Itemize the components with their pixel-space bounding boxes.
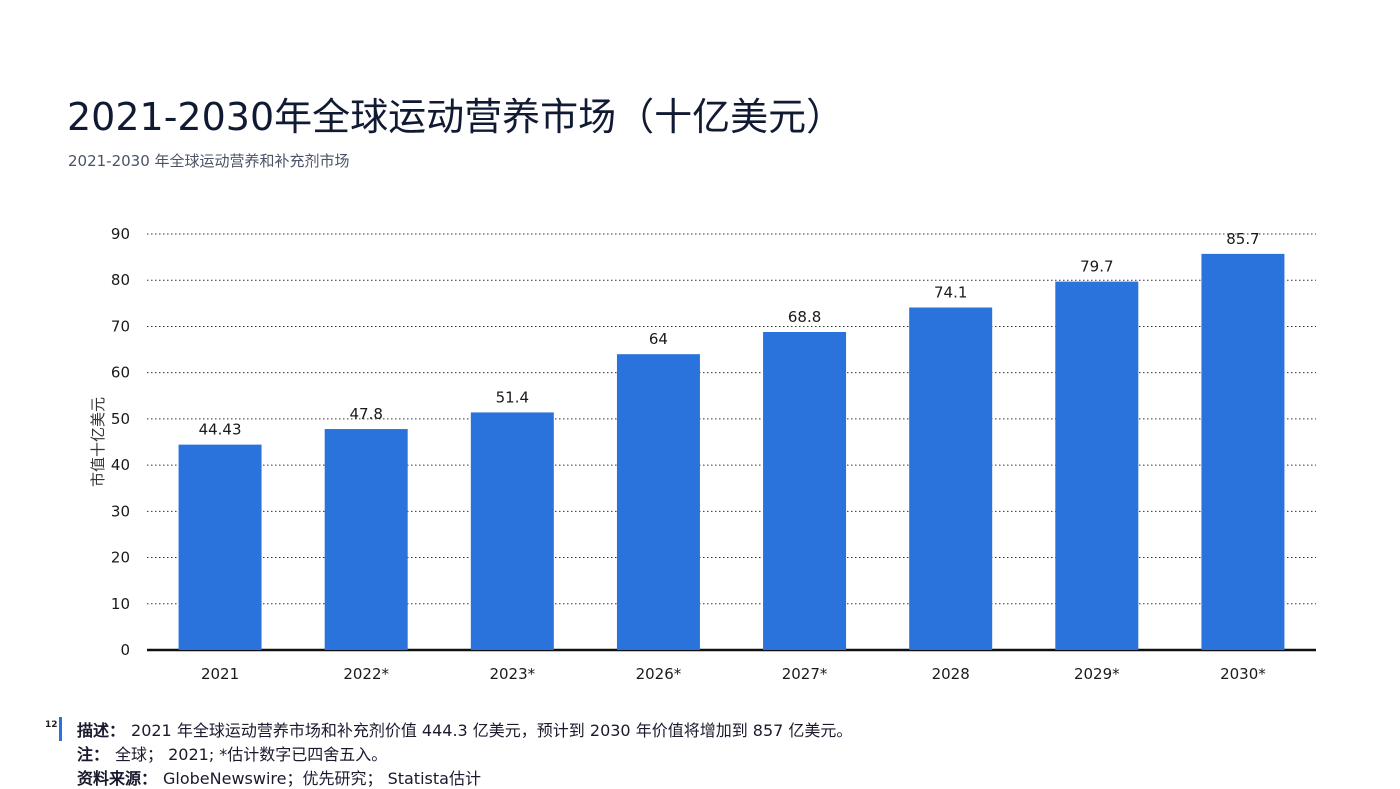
x-tick-label: 2021: [201, 665, 239, 683]
data-labels: 44.43 47.8 51.4 64 68.8 74.1 79.7 85.7: [199, 230, 1260, 439]
note-text: 全球； 2021; *估计数字已四舍五入。: [115, 745, 388, 764]
chart-bars: [178, 253, 1285, 650]
x-tick-label: 2027*: [782, 665, 828, 683]
data-label: 47.8: [349, 405, 382, 423]
bar: [763, 331, 847, 650]
y-tick-label: 90: [111, 225, 130, 243]
y-axis-ticks: 0 10 20 30 40 50 60 70 80 90: [111, 225, 130, 659]
y-tick-label: 0: [120, 641, 130, 659]
data-label: 79.7: [1080, 258, 1113, 276]
x-tick-label: 2030*: [1220, 665, 1266, 683]
x-tick-label: 2026*: [636, 665, 682, 683]
x-tick-label: 2022*: [343, 665, 389, 683]
data-label: 68.8: [788, 308, 821, 326]
bar: [909, 307, 993, 650]
source-label: 资料来源：: [77, 769, 158, 788]
description-line: 描述： 2021 年全球运动营养市场和补充剂价值 444.3 亿美元，预计到 20…: [77, 717, 852, 741]
page-subtitle: 2021-2030 年全球运动营养和补充剂市场: [68, 152, 350, 170]
x-axis-ticks: 2021 2022* 2023* 2026* 2027* 2028 2029* 2030*: [201, 665, 1266, 683]
x-tick-label: 2028: [932, 665, 970, 683]
bar: [324, 429, 408, 650]
y-tick-label: 20: [111, 549, 130, 567]
y-tick-label: 30: [111, 502, 130, 520]
y-axis-label: 市值十亿美元: [89, 397, 107, 487]
bar: [1201, 253, 1285, 650]
source-line: 资料来源： GlobeNewswire；优先研究； Statista估计: [77, 765, 852, 789]
note-line: 注： 全球； 2021; *估计数字已四舍五入。: [77, 741, 852, 765]
x-tick-label: 2029*: [1074, 665, 1120, 683]
description-text: 2021 年全球运动营养市场和补充剂价值 444.3 亿美元，预计到 2030 …: [131, 721, 853, 740]
page-title: 2021-2030年全球运动营养市场（十亿美元）: [67, 95, 845, 139]
y-tick-label: 80: [111, 271, 130, 289]
source-text: GlobeNewswire；优先研究； Statista估计: [163, 769, 481, 788]
description-label: 描述：: [77, 721, 126, 740]
page-number: 12: [45, 720, 58, 730]
bar: [178, 444, 262, 650]
bar: [470, 412, 554, 650]
y-tick-label: 60: [111, 364, 130, 382]
y-tick-label: 70: [111, 317, 130, 335]
note-label: 注：: [77, 745, 110, 764]
y-tick-label: 40: [111, 456, 130, 474]
y-tick-label: 50: [111, 410, 130, 428]
y-tick-label: 10: [111, 595, 130, 613]
chart-grid: [147, 233, 1316, 652]
footer-accent-bar: [59, 717, 62, 741]
bar: [1055, 281, 1139, 650]
data-label: 51.4: [496, 388, 529, 406]
data-label: 44.43: [199, 421, 242, 439]
data-label: 74.1: [934, 283, 967, 301]
bar: [616, 354, 700, 650]
data-label: 85.7: [1226, 230, 1259, 248]
x-tick-label: 2023*: [489, 665, 535, 683]
footer-notes: 描述： 2021 年全球运动营养市场和补充剂价值 444.3 亿美元，预计到 20…: [77, 717, 852, 789]
data-label: 64: [649, 330, 668, 348]
